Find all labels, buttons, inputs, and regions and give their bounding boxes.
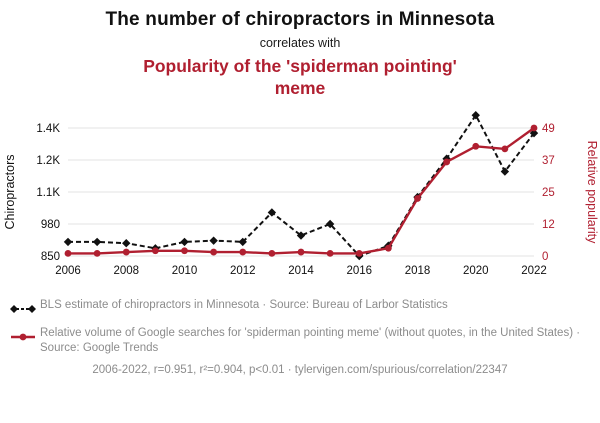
svg-text:850: 850 <box>41 251 60 263</box>
svg-text:Relative popularity: Relative popularity <box>585 140 599 244</box>
red-line-dot-icon <box>10 326 40 347</box>
legend-label-chiropractors: BLS estimate of chiropractors in Minneso… <box>40 298 448 311</box>
svg-text:2006: 2006 <box>55 265 81 277</box>
legend: BLS estimate of chiropractors in Minneso… <box>10 298 590 357</box>
svg-text:25: 25 <box>542 187 555 199</box>
stats-footer: 2006-2022, r=0.951, r²=0.904, p<0.01 · t… <box>92 363 508 376</box>
svg-text:Chiropractors: Chiropractors <box>3 154 17 229</box>
svg-text:2020: 2020 <box>463 265 489 277</box>
svg-text:12: 12 <box>542 219 555 231</box>
svg-text:2012: 2012 <box>230 265 256 277</box>
svg-text:1.2K: 1.2K <box>36 155 60 167</box>
page-title: The number of chiropractors in Minnesota <box>105 9 495 30</box>
svg-text:2008: 2008 <box>113 265 139 277</box>
svg-text:2016: 2016 <box>346 265 372 277</box>
svg-text:2014: 2014 <box>288 265 314 277</box>
svg-text:2022: 2022 <box>521 265 547 277</box>
correlates-with-label: correlates with <box>259 36 341 50</box>
svg-text:1.1K: 1.1K <box>36 187 60 199</box>
svg-text:1.4K: 1.4K <box>36 123 60 135</box>
svg-text:37: 37 <box>542 155 555 167</box>
legend-label-meme: Relative volume of Google searches for '… <box>40 326 581 355</box>
svg-text:49: 49 <box>542 123 555 135</box>
dual-axis-line-chart: 850 980 1.1K 1.2K 1.4K 0 12 25 37 49 2006 2008 2010 2… <box>3 110 599 277</box>
secondary-title: Popularity of the 'spiderman pointing' m… <box>143 56 457 98</box>
svg-text:2010: 2010 <box>172 265 198 277</box>
legend-item-chiropractors: BLS estimate of chiropractors in Minneso… <box>10 298 590 319</box>
black-dashed-diamond-line-icon <box>10 298 40 319</box>
spurious-correlation-chart-page: The number of chiropractors in Minnesota… <box>0 9 600 423</box>
svg-text:980: 980 <box>41 219 60 231</box>
svg-text:0: 0 <box>542 251 548 263</box>
svg-text:2018: 2018 <box>405 265 431 277</box>
chart-area: 850 980 1.1K 1.2K 1.4K 0 12 25 37 49 2006 2008 2010 2… <box>0 104 600 296</box>
legend-item-meme: Relative volume of Google searches for '… <box>10 326 590 357</box>
